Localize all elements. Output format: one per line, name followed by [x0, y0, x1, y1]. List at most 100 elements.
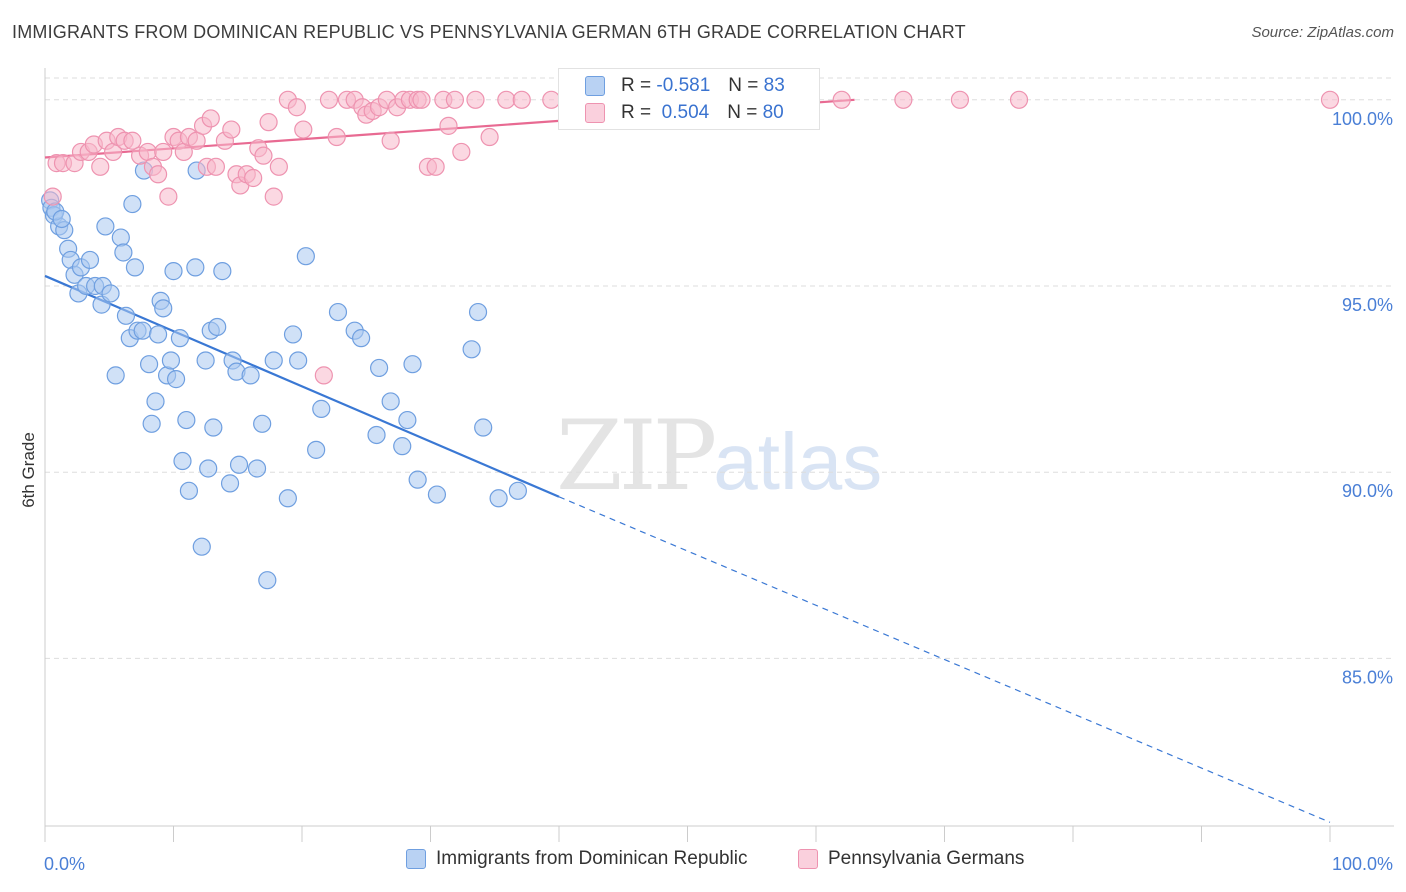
point-pennsylvania — [426, 157, 445, 176]
point-dominican — [408, 470, 427, 489]
point-dominican — [123, 194, 142, 214]
stats-n-value: 80 — [762, 102, 784, 123]
watermark-zip: ZIP — [556, 400, 717, 512]
point-dominican — [258, 571, 277, 590]
point-pennsylvania — [466, 90, 485, 109]
legend-swatch-pink — [798, 849, 818, 869]
source-label: Source: ZipAtlas.com — [1251, 24, 1394, 41]
point-dominican — [161, 351, 181, 370]
stats-n-value: 83 — [763, 75, 785, 96]
point-dominican — [489, 489, 508, 508]
point-dominican — [220, 474, 240, 493]
point-pennsylvania — [452, 142, 471, 162]
stats-row-pink: R = 0.504 N = 80 — [559, 100, 784, 126]
point-dominican — [241, 366, 260, 385]
point-dominican — [468, 302, 488, 322]
stats-r-label: R = — [621, 75, 652, 96]
point-pennsylvania — [222, 120, 241, 139]
stats-swatch-pink — [585, 103, 605, 123]
point-pennsylvania — [512, 90, 531, 109]
point-dominican — [142, 414, 161, 433]
point-dominican — [462, 340, 481, 359]
point-pennsylvania — [294, 120, 313, 139]
x-tick-label: 100.0% — [1332, 854, 1393, 874]
y-tick-label: 90.0% — [1342, 481, 1393, 501]
point-dominican — [352, 329, 371, 348]
point-dominican — [139, 355, 159, 374]
y-tick-label: 100.0% — [1332, 109, 1393, 129]
point-dominican — [80, 250, 100, 270]
point-pennsylvania — [159, 187, 178, 206]
point-pennsylvania — [264, 187, 283, 206]
watermark-atlas: atlas — [713, 417, 883, 506]
stats-row-blue: R = -0.581 N = 83 — [559, 73, 785, 99]
point-dominican — [370, 358, 389, 378]
point-pennsylvania — [259, 113, 278, 132]
point-dominican — [179, 481, 199, 500]
point-pennsylvania — [1009, 90, 1029, 109]
point-pennsylvania — [314, 366, 333, 385]
point-pennsylvania — [439, 116, 458, 135]
stats-r-value: 0.504 — [661, 102, 710, 123]
point-dominican — [367, 425, 386, 445]
point-dominican — [196, 351, 215, 370]
point-pennsylvania — [319, 90, 339, 109]
point-dominican — [177, 410, 196, 430]
point-dominican — [278, 489, 297, 508]
point-dominican — [148, 325, 168, 344]
point-dominican — [328, 302, 348, 322]
point-dominican — [111, 228, 130, 247]
point-dominican — [264, 351, 283, 370]
point-dominican — [96, 217, 115, 236]
point-dominican — [253, 414, 272, 433]
point-pennsylvania — [445, 90, 465, 109]
stats-r-label: R = — [621, 102, 652, 123]
point-dominican — [170, 329, 190, 348]
point-dominican — [101, 284, 120, 303]
point-pennsylvania — [123, 131, 142, 150]
legend-label: Immigrants from Dominican Republic — [436, 848, 748, 869]
point-pennsylvania — [894, 90, 913, 109]
stats-r-value: -0.581 — [656, 75, 711, 96]
point-dominican — [307, 440, 326, 459]
point-dominican — [116, 306, 136, 325]
point-dominican — [186, 258, 205, 277]
point-dominican — [508, 481, 527, 500]
point-dominican — [229, 455, 249, 474]
point-dominican — [133, 321, 152, 340]
point-dominican — [213, 262, 232, 281]
point-pennsylvania — [327, 127, 346, 147]
point-dominican — [154, 299, 173, 318]
point-dominican — [474, 418, 493, 437]
stats-box: R = -0.581 N = 83 R = 0.504 N = 80 — [558, 68, 820, 130]
point-dominican — [283, 325, 303, 344]
point-pennsylvania — [287, 98, 306, 117]
y-axis-label: 6th Grade — [19, 432, 38, 508]
point-dominican — [247, 459, 267, 478]
point-dominican — [114, 243, 133, 262]
legend-item-dominican[interactable]: Immigrants from Dominican Republic — [406, 848, 748, 870]
point-dominican — [204, 418, 223, 437]
point-dominican — [296, 247, 315, 266]
point-dominican — [125, 258, 145, 277]
point-dominican — [173, 451, 192, 471]
watermark: ZIPatlas — [556, 400, 882, 512]
point-dominican — [427, 485, 447, 504]
point-dominican — [192, 537, 211, 556]
legend-item-pennsylvania[interactable]: Pennsylvania Germans — [798, 848, 1024, 870]
point-pennsylvania — [497, 90, 516, 109]
point-dominican — [52, 209, 71, 229]
point-pennsylvania — [381, 131, 400, 150]
point-dominican — [106, 366, 125, 385]
data-points — [41, 90, 1340, 590]
point-dominican — [403, 355, 422, 374]
trend-line-dominican-extension — [558, 496, 1331, 823]
stats-n-label: N = — [727, 102, 758, 123]
point-dominican — [289, 351, 308, 370]
point-pennsylvania — [91, 157, 110, 176]
point-pennsylvania — [43, 187, 62, 206]
point-dominican — [398, 410, 417, 430]
point-pennsylvania — [832, 90, 851, 109]
point-pennsylvania — [269, 157, 288, 176]
